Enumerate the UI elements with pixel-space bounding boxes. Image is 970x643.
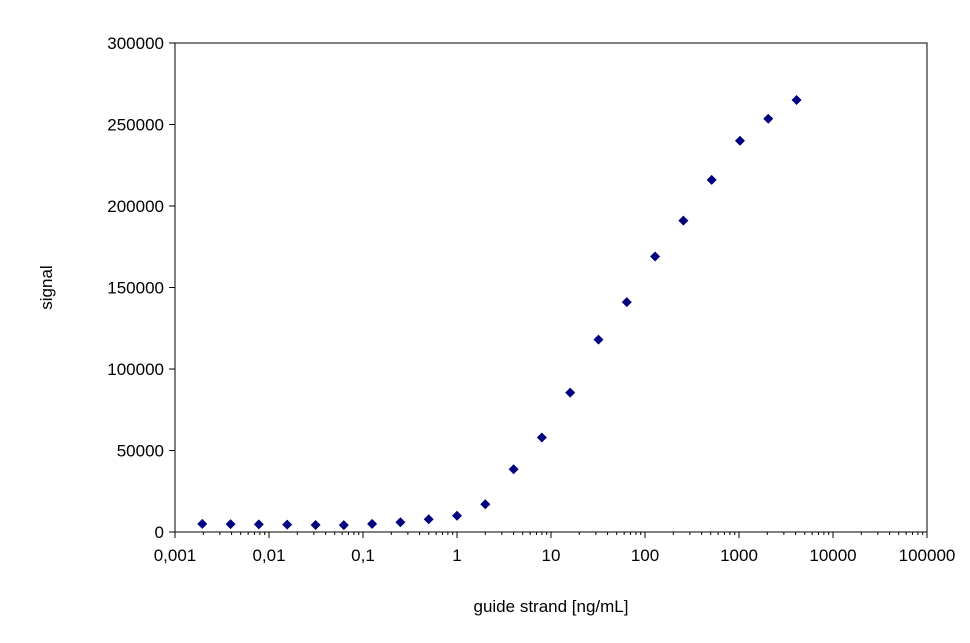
data-point: [282, 519, 293, 530]
x-axis-title: guide strand [ng/mL]: [474, 597, 629, 616]
y-tick-label: 50000: [117, 442, 164, 461]
x-tick-label: 0,001: [154, 546, 197, 565]
x-tick-label: 10: [542, 546, 561, 565]
x-tick-label: 100: [631, 546, 659, 565]
x-tick-label: 1000: [720, 546, 758, 565]
y-axis-title: signal: [37, 265, 56, 309]
x-major-ticks: [174, 532, 928, 538]
data-points: [197, 95, 802, 531]
data-point: [734, 135, 745, 146]
x-tick-label: 0,01: [252, 546, 285, 565]
y-tick-label: 150000: [107, 279, 164, 298]
x-tick-label: 1: [452, 546, 461, 565]
y-tick-label: 250000: [107, 116, 164, 135]
x-tick-label: 10000: [809, 546, 856, 565]
x-tick-label: 0,1: [351, 546, 375, 565]
data-point: [480, 499, 491, 510]
y-tick-label: 100000: [107, 360, 164, 379]
data-point: [338, 520, 349, 531]
data-point: [593, 334, 604, 345]
data-point: [367, 518, 378, 529]
x-minor-ticks: [202, 532, 924, 535]
data-point: [565, 387, 576, 398]
data-point: [706, 174, 717, 185]
y-tick-label: 0: [155, 523, 164, 542]
data-point: [763, 113, 774, 124]
x-tick-labels: 0,001 0,01 0,1 1 10 100 1000 10000 100000: [154, 546, 956, 565]
data-point: [225, 519, 236, 530]
data-point: [395, 517, 406, 528]
y-tick-label: 300000: [107, 34, 164, 53]
x-tick-label: 100000: [899, 546, 956, 565]
data-point: [253, 519, 264, 530]
data-point: [310, 519, 321, 530]
data-point: [678, 215, 689, 226]
data-point: [197, 518, 208, 529]
data-point: [791, 95, 802, 106]
data-point: [536, 432, 547, 443]
y-ticks: [169, 42, 175, 533]
data-point: [423, 514, 434, 525]
data-point: [508, 464, 519, 475]
data-point: [621, 297, 632, 308]
y-tick-label: 200000: [107, 197, 164, 216]
data-point: [452, 510, 462, 521]
y-tick-labels: 0 50000 100000 150000 200000 250000 300000: [107, 34, 164, 542]
data-point: [650, 251, 661, 262]
